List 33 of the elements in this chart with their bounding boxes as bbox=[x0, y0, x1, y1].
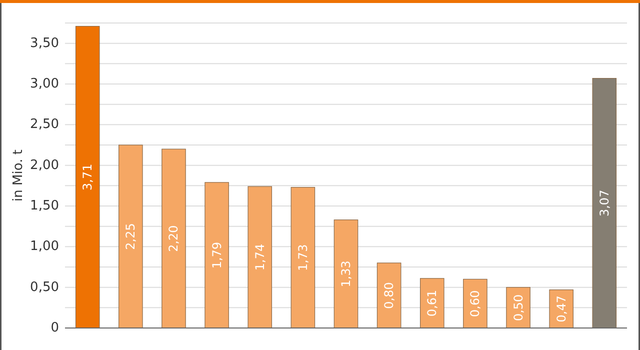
y-tick-label: 1,50 bbox=[30, 198, 59, 214]
y-tick-label: 1,00 bbox=[30, 239, 59, 254]
bar bbox=[162, 148, 186, 328]
y-tick-label: 3,00 bbox=[30, 76, 59, 92]
bar bbox=[463, 278, 488, 328]
data-label: 2,20 bbox=[166, 225, 181, 252]
data-label: 0,60 bbox=[468, 290, 482, 317]
y-tick-label: 0 bbox=[50, 320, 59, 336]
data-label: 0,61 bbox=[425, 290, 440, 317]
y-tick-label: 2,00 bbox=[30, 158, 59, 173]
data-label: 0,47 bbox=[554, 296, 568, 322]
data-label: 0,50 bbox=[511, 294, 526, 322]
bar bbox=[420, 278, 444, 328]
bar bbox=[248, 186, 272, 328]
data-label: 1,79 bbox=[210, 242, 224, 269]
data-label: 1,74 bbox=[252, 244, 267, 271]
data-label: 3,07 bbox=[597, 190, 612, 217]
y-axis-title: in Mio. t bbox=[11, 150, 26, 202]
data-label: 1,73 bbox=[296, 244, 310, 272]
data-label: 3,71 bbox=[80, 164, 95, 190]
data-label: 0,80 bbox=[382, 282, 396, 309]
y-tick-label: 0,50 bbox=[30, 280, 59, 295]
bar bbox=[75, 26, 100, 328]
bar bbox=[334, 220, 358, 328]
data-label: 2,25 bbox=[124, 223, 138, 250]
bar bbox=[118, 144, 143, 328]
bar bbox=[290, 186, 316, 328]
y-tick-label: 2,50 bbox=[30, 117, 59, 132]
bar bbox=[376, 262, 402, 328]
y-tick-label: 3,50 bbox=[30, 36, 59, 51]
data-label: 1,33 bbox=[339, 260, 353, 288]
bar bbox=[204, 182, 229, 328]
bar bbox=[592, 78, 617, 328]
